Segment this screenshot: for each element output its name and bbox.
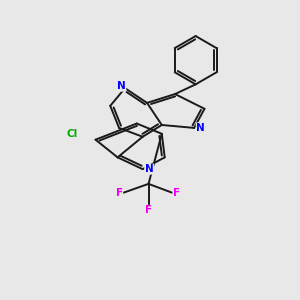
- Text: N: N: [145, 164, 154, 174]
- Text: Cl: Cl: [66, 129, 78, 139]
- Text: N: N: [117, 81, 126, 91]
- Text: F: F: [173, 188, 180, 198]
- Text: N: N: [196, 123, 205, 133]
- Text: F: F: [145, 206, 152, 215]
- Text: F: F: [116, 188, 123, 198]
